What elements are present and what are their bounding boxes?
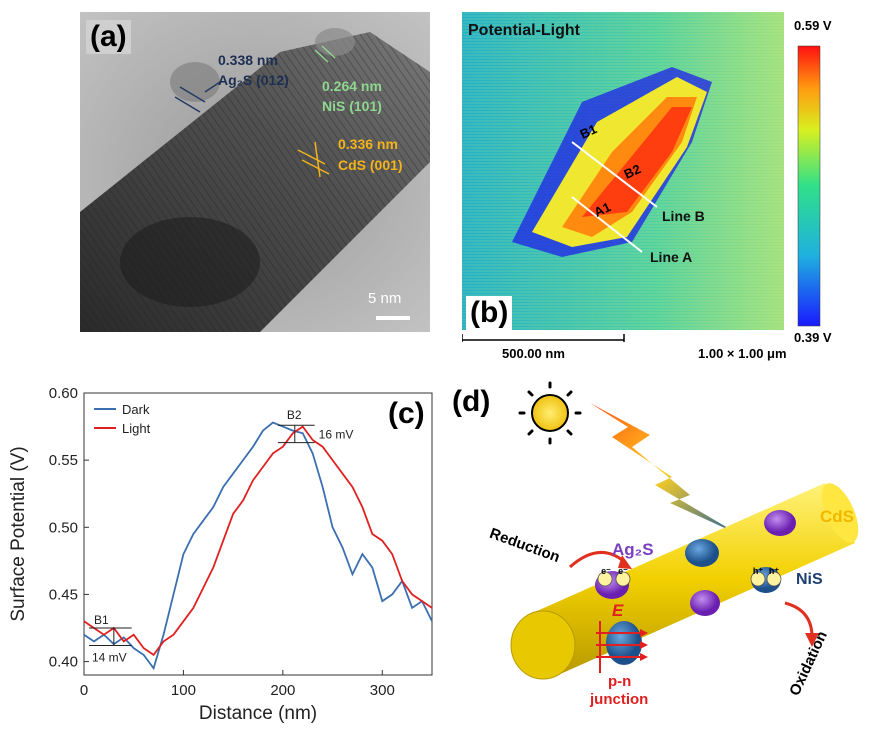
legend-label-dark: Dark <box>122 402 150 417</box>
y-tick-label: 0.45 <box>49 586 78 603</box>
light-bolt-icon <box>590 403 740 535</box>
y-axis-label: Surface Potential (V) <box>8 446 29 621</box>
sun-icon <box>518 381 582 445</box>
panel-label-b: (b) <box>466 296 513 330</box>
x-tick-label: 300 <box>370 682 395 699</box>
nis-spacing: 0.264 nm <box>322 78 382 94</box>
line-b-label: Line B <box>662 208 705 224</box>
oxidation-arrow <box>784 601 814 638</box>
b2-delta-label: 16 mV <box>319 428 354 442</box>
cds-lattice-marker <box>297 141 330 178</box>
scale-bar-label-b: 500.00 nm <box>502 346 565 361</box>
y-tick-label: 0.50 <box>49 519 78 536</box>
ag2s-phase: Ag₂S (012) <box>218 72 289 88</box>
cds-label: CdS <box>820 507 854 526</box>
ag2s-spacing: 0.338 nm <box>218 52 278 68</box>
electron-label: e⁻ <box>601 566 611 576</box>
nis-particle <box>685 539 719 567</box>
hole-label: h⁺ <box>768 566 780 576</box>
x-axis-label: Distance (nm) <box>199 703 317 724</box>
x-tick-label: 0 <box>80 682 88 699</box>
map-title: Potential-Light <box>468 22 580 39</box>
panel-b: Potential-Light 0.59 V 0.39 V B1 B2 A1 L… <box>461 12 872 372</box>
cds-spacing: 0.336 nm <box>338 136 398 152</box>
legend-label-light: Light <box>122 421 151 436</box>
colorbar <box>797 45 821 327</box>
x-tick-label: 200 <box>270 682 295 699</box>
nis-label: NiS <box>796 571 823 588</box>
b2-label: B2 <box>287 408 302 422</box>
panel-label-d: (d) <box>452 385 491 418</box>
colorbar-max: 0.59 V <box>794 18 832 33</box>
hole-label: h⁺ <box>752 566 764 576</box>
scan-size: 1.00 × 1.00 μm <box>698 346 787 361</box>
panel-a: (a) 0.338 nm Ag₂S (012) 0.264 nm NiS (10… <box>80 12 430 332</box>
electron-label: e⁻ <box>618 566 628 576</box>
series-line-light <box>83 425 433 657</box>
x-tick-label: 100 <box>171 682 196 699</box>
line-b <box>571 141 658 208</box>
y-tick-label: 0.60 <box>49 385 78 402</box>
ag2s-label: Ag₂S <box>612 540 654 559</box>
panel-c: 0 100 200 300 0.40 0.45 0.50 0.55 0.60 Distance (… <box>0 375 440 725</box>
kpfm-map <box>461 12 821 342</box>
panel-label-a: (a) <box>86 20 131 54</box>
series-line-dark <box>83 421 433 671</box>
ag2s-particle <box>690 590 720 616</box>
b1-label: B1 <box>94 613 109 627</box>
nis-phase: NiS (101) <box>322 98 382 114</box>
colorbar-min: 0.39 V <box>794 330 832 345</box>
line-a-label: Line A <box>650 249 693 265</box>
line-a <box>571 196 643 253</box>
panel-label-c: (c) <box>388 397 425 430</box>
ag2s-particle <box>764 510 796 536</box>
plot-frame <box>83 392 433 676</box>
scale-bar-label-a: 5 nm <box>368 290 402 307</box>
y-tick-label: 0.55 <box>49 452 78 469</box>
field-label: E <box>612 601 624 620</box>
electric-field-arrows <box>596 621 640 673</box>
nis-particle <box>606 621 642 665</box>
tem-image <box>80 12 430 332</box>
junction-label-1: p-n <box>608 673 632 690</box>
y-tick-label: 0.40 <box>49 654 78 671</box>
surface-potential-chart: 0 100 200 300 0.40 0.45 0.50 0.55 0.60 Distance (… <box>8 385 433 724</box>
cds-phase: CdS (001) <box>338 157 403 173</box>
ag2s-lattice-marker <box>174 81 221 113</box>
nis-lattice-marker <box>314 45 336 63</box>
junction-label-2: junction <box>590 691 649 708</box>
schematic <box>510 381 859 680</box>
panel-d: (d) CdS Ag₂S NiS Reduction Oxidation E p… <box>440 375 878 725</box>
b1-delta-label: 14 mV <box>92 650 127 664</box>
